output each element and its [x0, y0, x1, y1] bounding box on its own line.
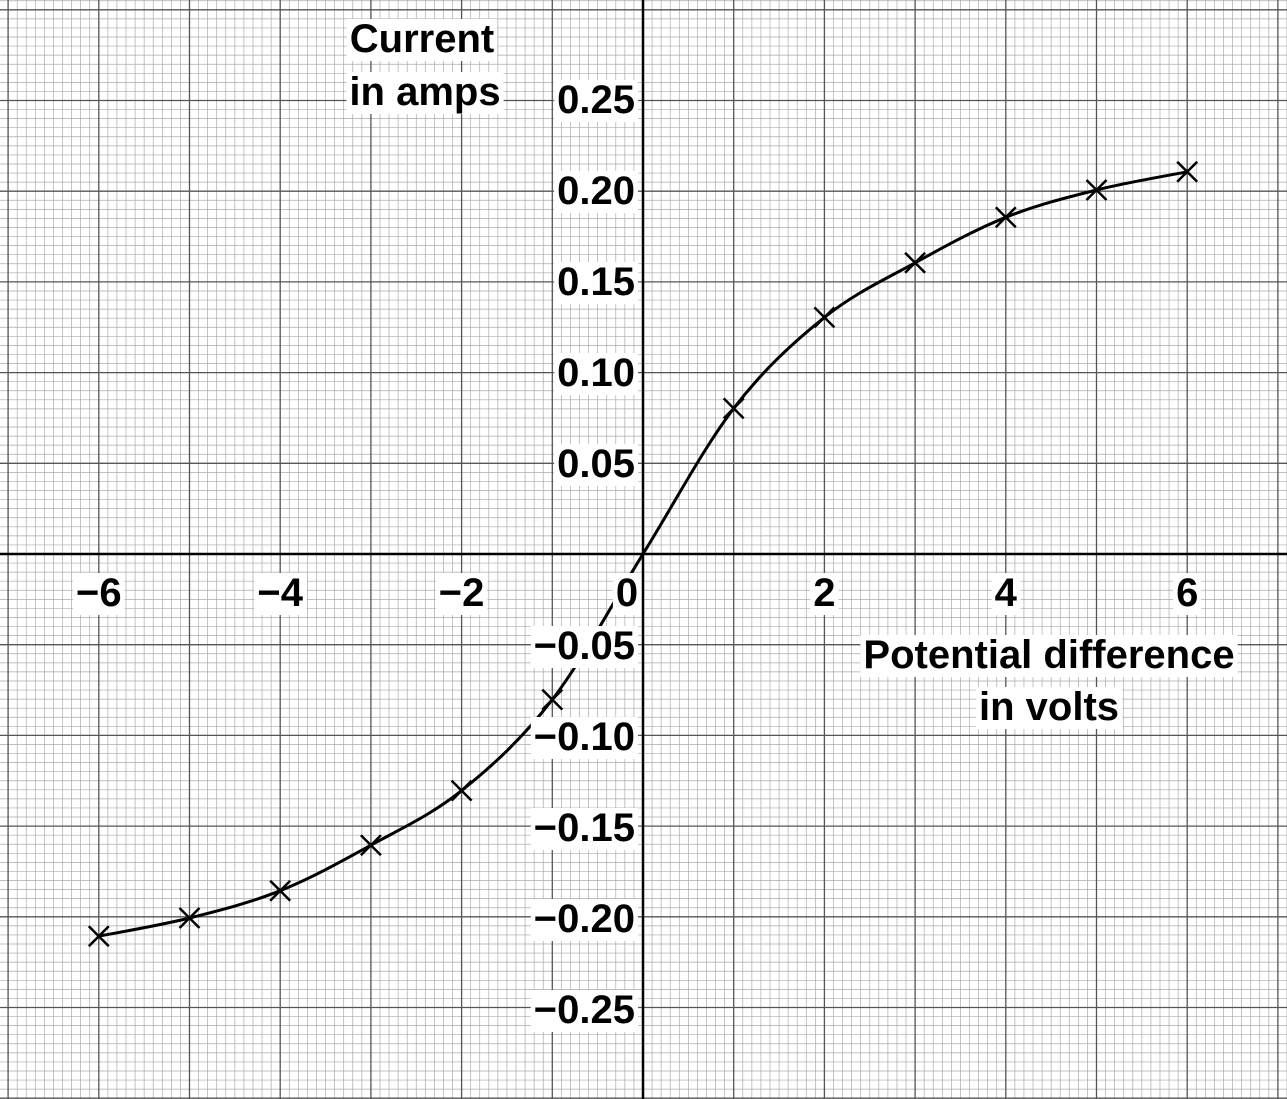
x-tick-label-group: −2	[435, 571, 488, 615]
x-tick-label: 4	[995, 571, 1018, 615]
data-point-marker	[813, 306, 836, 329]
y-tick-label-bg	[530, 808, 638, 850]
data-point-marker	[1085, 179, 1108, 201]
data-point-marker	[360, 834, 382, 857]
y-tick-label: −0.25	[534, 988, 635, 1032]
y-tick-label: 0.10	[557, 351, 635, 395]
marker-stroke	[360, 834, 382, 857]
x-tick-label-group: −6	[72, 571, 125, 615]
x-tick-label: 2	[813, 571, 835, 615]
y-tick-label: −0.10	[534, 715, 635, 759]
x-tick-label: −4	[257, 571, 303, 615]
marker-stroke	[1085, 179, 1108, 201]
x-axis-title-line2-group: in volts	[975, 685, 1123, 729]
x-tick-label: −2	[439, 571, 485, 615]
y-tick-label-group: −0.05	[530, 624, 638, 668]
y-axis-title-line2-bg	[346, 72, 504, 114]
x-tick-label-bg	[991, 573, 1021, 615]
axis-labels: −6 −4 −2 0 2 4 6 0.25 0.20 0.15 0.10 0.05 −0.05 −0.10…	[72, 17, 1238, 1032]
data-point-marker	[269, 879, 292, 902]
x-axis-title-line1: Potential difference	[863, 633, 1234, 677]
y-tick-label-bg	[554, 444, 638, 486]
y-tick-label-group: −0.15	[530, 806, 638, 850]
data-point-marker	[722, 397, 745, 420]
x-axis-title-line1-group: Potential difference	[860, 633, 1238, 677]
data-point-marker	[541, 688, 564, 711]
y-tick-label: 0.25	[557, 78, 635, 122]
x-axis-title-line1-bg	[860, 635, 1238, 677]
x-tick-label-bg	[1173, 573, 1202, 615]
y-tick-label-bg	[554, 171, 638, 213]
marker-stroke	[994, 206, 1017, 229]
y-tick-label: 0.15	[557, 260, 635, 304]
x-tick-label-group: 0	[612, 571, 642, 615]
x-axis-title-line2-bg	[975, 687, 1123, 729]
y-tick-label: 0.05	[557, 442, 635, 486]
x-tick-label-bg	[254, 573, 307, 615]
y-tick-label-group: 0.25	[554, 78, 638, 122]
marker-stroke	[269, 879, 292, 902]
y-tick-label: 0.20	[557, 169, 635, 213]
marker-stroke	[541, 688, 564, 711]
y-tick-label-bg	[554, 353, 638, 395]
y-tick-label: −0.05	[534, 624, 635, 668]
marker-stroke	[178, 907, 201, 929]
y-axis-title-line2: in amps	[349, 70, 500, 114]
x-tick-label-bg	[435, 573, 488, 615]
x-tick-label: 6	[1176, 571, 1198, 615]
y-tick-label-bg	[530, 899, 638, 941]
x-tick-label-group: 6	[1173, 571, 1202, 615]
data-point-marker	[450, 779, 473, 802]
x-tick-label: 0	[616, 571, 638, 615]
x-tick-label-bg	[810, 573, 839, 615]
x-tick-label-group: 4	[991, 571, 1021, 615]
y-tick-label-group: 0.05	[554, 442, 638, 486]
x-tick-label-group: 2	[810, 571, 839, 615]
x-axis-title-line2: in volts	[979, 685, 1119, 729]
y-tick-label-bg	[530, 990, 638, 1032]
y-tick-label-group: −0.20	[530, 897, 638, 941]
data-point-marker	[994, 206, 1017, 229]
y-tick-label: −0.15	[534, 806, 635, 850]
x-tick-label-group: −4	[254, 571, 307, 615]
data-point-marker	[904, 251, 926, 274]
series-curve	[98, 170, 1188, 938]
y-axis-title-line1-bg	[346, 19, 498, 61]
data-point-marker	[87, 925, 110, 948]
y-tick-label-group: 0.20	[554, 169, 638, 213]
y-tick-label: −0.20	[534, 897, 635, 941]
y-tick-label-bg	[530, 717, 638, 759]
y-tick-label-bg	[554, 262, 638, 304]
y-tick-label-group: −0.10	[530, 715, 638, 759]
marker-stroke	[1176, 160, 1199, 183]
marker-stroke	[904, 251, 926, 274]
marker-stroke	[87, 925, 110, 948]
y-axis-title-line1-group: Current	[346, 17, 498, 61]
data-markers	[87, 160, 1199, 948]
x-tick-label: −6	[76, 571, 122, 615]
x-tick-label-bg	[72, 573, 125, 615]
y-tick-label-bg	[554, 80, 638, 122]
x-tick-label-bg	[612, 573, 642, 615]
y-axis-title-line1: Current	[350, 17, 494, 61]
marker-stroke	[813, 306, 836, 329]
marker-stroke	[450, 779, 473, 802]
y-axis-title-line2-group: in amps	[346, 70, 504, 114]
data-point-marker	[1176, 160, 1199, 183]
marker-stroke	[722, 397, 745, 420]
y-tick-label-bg	[530, 626, 638, 668]
y-tick-label-group: −0.25	[530, 988, 638, 1032]
y-tick-label-group: 0.15	[554, 260, 638, 304]
data-point-marker	[178, 907, 201, 929]
y-tick-label-group: 0.10	[554, 351, 638, 395]
